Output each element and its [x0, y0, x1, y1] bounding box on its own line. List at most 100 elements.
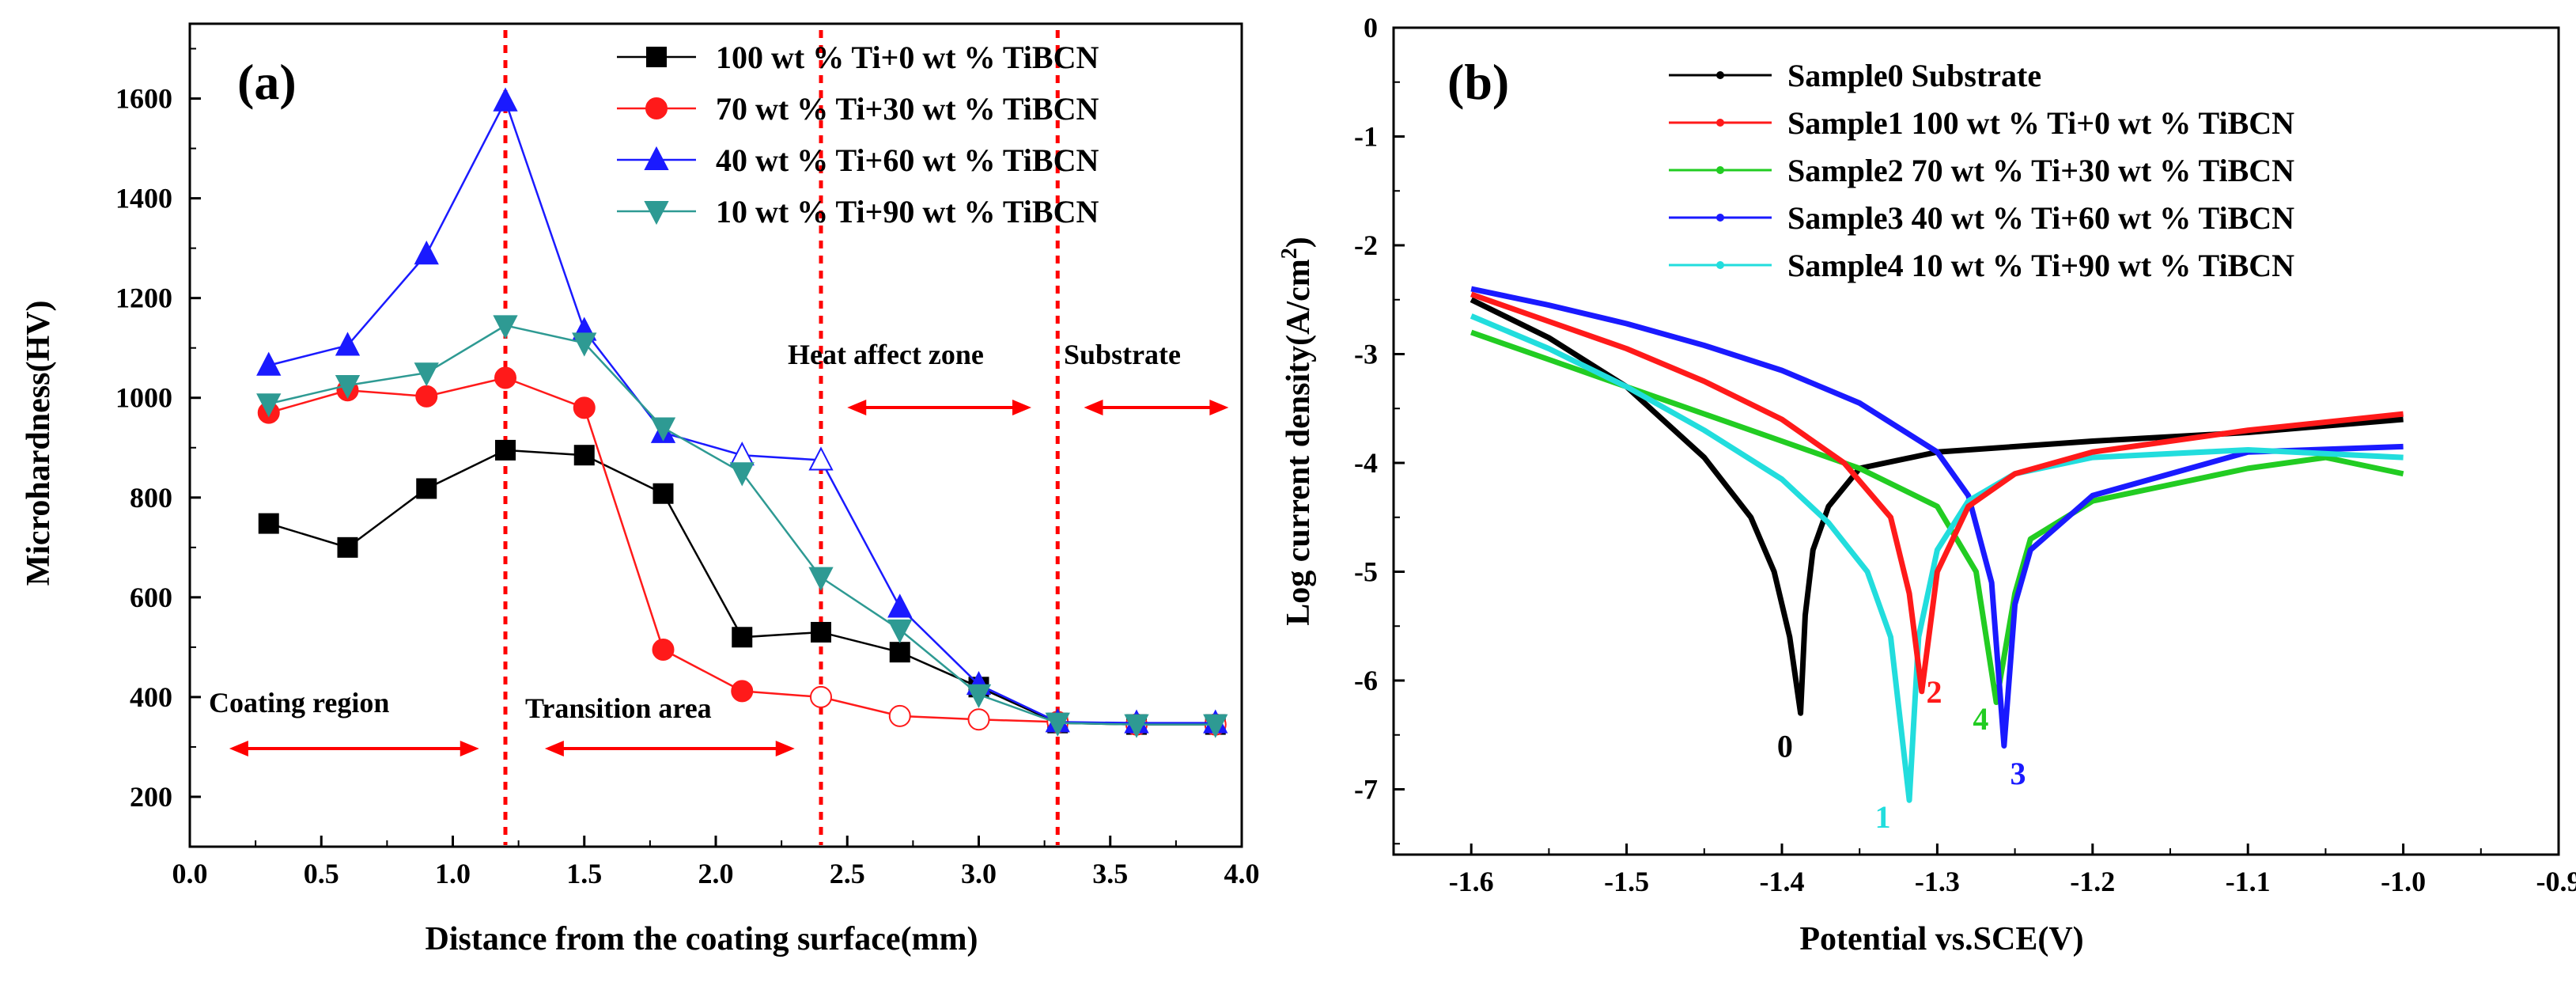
- curve-label-sample2: 4: [1973, 701, 1988, 737]
- y-tick-label: -7: [1354, 774, 1378, 806]
- polarization-curve-3: [1470, 286, 2404, 749]
- data-point: [966, 684, 992, 708]
- legend-item-4: Sample4 10 wt % Ti+90 wt % TiBCN: [1669, 248, 2294, 283]
- data-point: [256, 393, 282, 418]
- legend-label: Sample4 10 wt % Ti+90 wt % TiBCN: [1787, 248, 2294, 283]
- data-point: [494, 366, 516, 389]
- data-point: [732, 627, 753, 648]
- x-tick-label: -1.1: [2226, 866, 2271, 897]
- x-tick-label: 2.0: [698, 858, 734, 889]
- annotation-coating-region: Coating region: [209, 687, 389, 718]
- panel-b-polarization-chart: (b) Potential vs.SCE(V) Log current dens…: [1277, 12, 2576, 957]
- panel-b-label: (b): [1447, 54, 1509, 110]
- heat-affect-zone-arrow: [847, 400, 1031, 415]
- y-tick-label: -3: [1354, 339, 1378, 370]
- x-tick-label: 3.5: [1092, 858, 1128, 889]
- data-point: [335, 332, 361, 356]
- y-tick-label: 400: [130, 681, 172, 713]
- y-tick-label: 1200: [115, 282, 172, 314]
- panel-a-legend: 100 wt % Ti+0 wt % TiBCN 70 wt % Ti+30 wt…: [617, 40, 1099, 229]
- series-2: [257, 366, 1227, 736]
- legend-item-0: Sample0 Substrate: [1669, 58, 2041, 93]
- panel-a-series: [256, 87, 1228, 738]
- y-tick-label: -5: [1354, 556, 1378, 588]
- legend-marker: [644, 201, 669, 226]
- data-point: [650, 417, 676, 442]
- annotation-transition-area: Transition area: [525, 692, 712, 724]
- annotation-heat-affect-zone: Heat affect zone: [788, 339, 984, 370]
- panel-a-microhardness-chart: (a) Distance from the coating surface(mm…: [21, 22, 1260, 957]
- y-tick-label: 1600: [115, 83, 172, 115]
- substrate-arrow: [1084, 400, 1229, 415]
- panel-b-axes: -1.6 -1.5 -1.4 -1.3 -1.2 -1.1 -1.0 -0.9 0 -1 -2 -3 -…: [1354, 12, 2576, 897]
- data-point: [573, 396, 596, 419]
- annotation-substrate: Substrate: [1064, 339, 1181, 370]
- data-point: [1203, 714, 1228, 738]
- panel-b-series: [1470, 286, 2404, 803]
- y-tick-label: 1000: [115, 382, 172, 414]
- data-point: [967, 708, 990, 731]
- panel-a-annotations: Coating region Transition area Heat affe…: [209, 339, 1181, 724]
- curve-label-sample4: 1: [1875, 799, 1891, 835]
- data-point: [415, 385, 438, 408]
- data-point: [652, 639, 675, 662]
- plot-frame: [1392, 26, 2560, 856]
- legend-marker: [1716, 166, 1724, 174]
- x-tick-label: 2.5: [830, 858, 865, 889]
- polarization-curve-1: [1470, 291, 2404, 695]
- panel-b-legend: Sample0 Substrate Sample1 100 wt % Ti+0 w…: [1669, 58, 2294, 283]
- panel-b-x-axis-title: Potential vs.SCE(V): [1799, 921, 2083, 957]
- data-point: [888, 704, 911, 727]
- legend-item-4: 10 wt % Ti+90 wt % TiBCN: [617, 194, 1099, 229]
- legend-item-1: Sample1 100 wt % Ti+0 wt % TiBCN: [1669, 105, 2294, 141]
- y-tick-label: 1400: [115, 183, 172, 214]
- x-tick-label: -1.4: [1760, 866, 1805, 897]
- x-tick-label: -0.9: [2536, 866, 2576, 897]
- arrow-head-right: [1012, 400, 1031, 415]
- data-point: [256, 351, 282, 376]
- legend-item-2: Sample2 70 wt % Ti+30 wt % TiBCN: [1669, 153, 2294, 188]
- data-point: [731, 680, 754, 703]
- data-point: [573, 445, 595, 466]
- legend-label: 70 wt % Ti+30 wt % TiBCN: [716, 91, 1099, 127]
- legend-marker: [645, 97, 668, 119]
- data-point: [493, 87, 518, 112]
- data-point: [887, 593, 913, 618]
- data-point: [493, 315, 518, 339]
- panel-a-label: (a): [237, 54, 297, 110]
- arrow-head-left: [1084, 400, 1103, 415]
- data-point: [572, 332, 597, 357]
- legend-marker: [644, 146, 669, 170]
- legend-label: 100 wt % Ti+0 wt % TiBCN: [716, 40, 1099, 75]
- legend-label: Sample0 Substrate: [1787, 58, 2041, 93]
- data-point: [335, 374, 361, 400]
- x-tick-label: 3.0: [961, 858, 997, 889]
- data-point: [810, 685, 832, 708]
- curve-label-sample0: 0: [1777, 729, 1793, 764]
- x-tick-label: -1.6: [1449, 866, 1494, 897]
- data-point: [414, 241, 439, 265]
- data-point: [808, 567, 834, 591]
- x-tick-label: 0.5: [304, 858, 339, 889]
- legend-item-2: 70 wt % Ti+30 wt % TiBCN: [617, 91, 1099, 127]
- x-tick-label: 1.5: [566, 858, 602, 889]
- data-point: [808, 446, 834, 471]
- arrow-head-right: [1209, 400, 1229, 415]
- legend-label: 10 wt % Ti+90 wt % TiBCN: [716, 194, 1099, 229]
- y-tick-label: -4: [1354, 447, 1378, 479]
- data-point: [1045, 712, 1070, 737]
- legend-label: Sample1 100 wt % Ti+0 wt % TiBCN: [1787, 105, 2294, 141]
- y-tick-label: 0: [1364, 12, 1378, 44]
- data-point: [416, 478, 437, 499]
- legend-item-3: Sample3 40 wt % Ti+60 wt % TiBCN: [1669, 200, 2294, 236]
- coating-region-arrow: [229, 741, 479, 756]
- legend-label: Sample3 40 wt % Ti+60 wt % TiBCN: [1787, 200, 2294, 236]
- panel-b-curve-labels: 0 243 1: [1777, 674, 2026, 835]
- y-tick-label: -1: [1354, 121, 1378, 153]
- series-4: [256, 315, 1228, 738]
- panel-b-y-axis-title-sup: 2: [1277, 248, 1302, 259]
- arrow-head-right: [775, 741, 795, 756]
- data-point: [811, 621, 831, 643]
- series-line: [268, 377, 1216, 726]
